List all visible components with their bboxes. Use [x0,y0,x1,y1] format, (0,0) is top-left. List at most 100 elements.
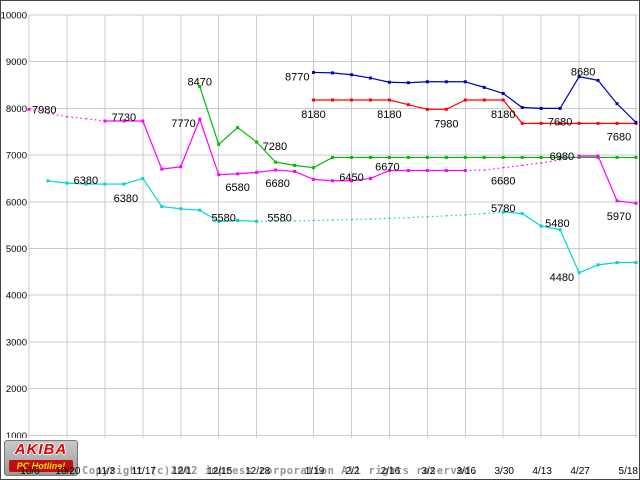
price-series-magenta-point [406,169,410,173]
x-axis-label: 2/2 [345,466,360,477]
price-series-green-point [482,155,486,159]
price-series-red-point [463,98,467,102]
price-series-red-point [482,98,486,102]
price-series-red-point [312,98,316,102]
price-series-cyan-segment [123,177,143,185]
price-series-magenta-segment [180,118,201,167]
price-series-cyan-point [596,263,600,267]
price-series-magenta-segment [522,162,542,166]
price-series-green-segment [256,141,277,163]
price-series-magenta-point [615,199,619,203]
price-series-red-segment [502,99,523,124]
price-series-red-point [501,98,505,102]
price-series-blue-point [425,80,429,84]
price-series-magenta-point [368,176,372,180]
price-label: 7730 [112,112,136,124]
price-series-magenta-segment [616,200,637,204]
price-label: 8680 [571,67,595,79]
x-axis-label: 4/27 [570,466,590,477]
price-series-magenta-point [198,117,202,121]
price-series-green-point [501,155,505,159]
price-series-magenta-segment [313,178,333,182]
price-series-blue-segment [578,76,599,81]
price-label: 4480 [550,272,574,284]
price-label: 5580 [211,212,235,224]
x-axis-label: 4/13 [532,466,552,477]
copyright-line-1: Copyright (c)2002 impress corporation Al… [82,465,478,477]
price-series-green-segment [313,156,333,169]
price-series-magenta-point [444,169,448,173]
price-series-cyan-segment [503,211,523,215]
price-series-magenta-point [331,179,334,183]
y-axis-label: 9000 [6,57,27,68]
price-series-cyan-point [103,182,107,186]
price-series-red-point [331,98,334,102]
price-series-blue-point [501,91,505,95]
price-series-green-segment [199,86,220,145]
price-series-cyan-point [236,218,240,222]
price-series-cyan-segment [465,212,485,216]
price-series-blue-segment [616,103,637,123]
price-series-green-point [293,163,297,167]
price-series-magenta-segment [370,169,390,180]
price-label: 6380 [74,175,98,187]
price-series-green-segment [218,127,239,145]
price-series-magenta-point [27,107,31,111]
price-series-green-point [387,155,391,159]
price-series-cyan-segment [218,219,238,223]
price-series-green-point [634,155,638,159]
price-series-magenta-point [141,119,145,123]
price-series-cyan-segment [142,178,163,207]
price-label: 6580 [225,182,249,194]
price-series-blue-segment [351,74,371,79]
price-series-magenta-point [293,169,297,173]
price-series-green-point [615,155,619,159]
price-series-green-point [368,155,372,159]
price-series-magenta-segment [503,164,523,169]
price-series-cyan-segment [446,214,466,217]
price-series-blue-point [349,73,353,77]
price-series-green-point [312,166,316,170]
price-series-blue-segment [597,80,618,105]
price-label: 7980 [32,104,56,116]
price-series-green-point [406,155,410,159]
price-series-blue-point [463,80,467,84]
price-label: 8180 [491,109,515,121]
price-series-red-segment [408,104,428,110]
price-series-blue-segment [559,76,580,109]
price-series-red-point [558,121,562,125]
price-series-magenta-segment [256,169,276,173]
price-label: 5970 [607,211,631,223]
price-series-red-point [520,121,524,125]
price-series-cyan-segment [408,216,428,219]
price-series-green-point [255,140,259,144]
price-series-magenta-point [160,167,164,171]
x-axis-label: 3/16 [456,466,477,477]
price-series-green-point [425,155,429,159]
price-series-cyan-segment [427,215,447,218]
price-series-cyan-point [501,210,505,214]
price-series-magenta-segment [484,167,504,171]
price-series-magenta-segment [351,177,371,182]
price-series-cyan-point [634,261,638,265]
price-series-green-segment [237,127,257,143]
price-series-red-point [425,107,429,111]
price-series-green-point [236,126,240,130]
price-series-cyan-point [217,219,221,223]
price-series-cyan-point [198,208,202,212]
price-series-blue-point [368,76,372,80]
y-axis-label: 2000 [6,384,27,395]
price-series-blue-point [577,75,581,79]
y-axis-label: 1000 [6,431,27,442]
x-axis-label: 11/17 [131,466,156,477]
price-series-cyan-segment [541,225,561,231]
price-label: 7770 [171,118,195,130]
price-series-blue-point [406,81,410,85]
price-series-green-segment [275,161,295,166]
price-series-magenta-point [425,169,429,173]
price-series-cyan-segment [597,261,618,266]
price-series-magenta-point [255,170,259,174]
price-series-magenta-segment [218,173,238,176]
